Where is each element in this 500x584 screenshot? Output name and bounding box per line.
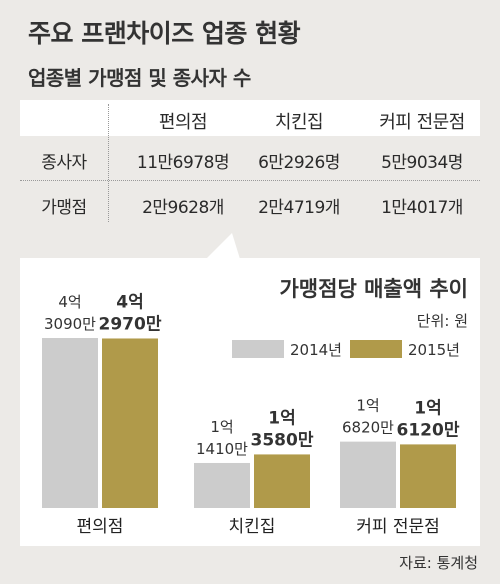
table-cell: 6만2926명 [258, 153, 340, 173]
bar-2015년-치킨집 [254, 454, 310, 508]
bar-2014년-치킨집 [194, 462, 250, 508]
table-divider-horizontal [20, 180, 480, 181]
column-header-chicken: 치킨집 [274, 112, 324, 133]
bar-2015년-커피 전문점 [400, 444, 456, 508]
data-label: 2970만 [99, 314, 162, 334]
legend-label-2014년: 2014년 [290, 341, 342, 359]
bar-2014년-편의점 [42, 338, 98, 508]
table-cell: 1만4017개 [381, 198, 463, 218]
page-title: 주요 프랜차이즈 업종 현황 [28, 19, 301, 48]
chart-panel: 가맹점당 매출액 추이 단위: 원 2014년 2015년 4억 3090만 4억 2970만… [20, 258, 480, 546]
data-label: 4억 [116, 292, 143, 312]
stats-table: 편의점 치킨집 커피 전문점 종사자 11만6978명 6만2926명 5만90… [20, 100, 480, 225]
data-label: 4억 [58, 293, 81, 311]
data-label: 3090만 [44, 315, 96, 333]
category-label: 편의점 [77, 517, 124, 537]
column-header-coffee: 커피 전문점 [379, 112, 465, 133]
data-label: 1410만 [196, 440, 248, 458]
table-divider-vertical [108, 104, 109, 222]
legend-label-2015년: 2015년 [408, 341, 460, 359]
legend-swatch-2015년 [350, 340, 402, 358]
chart-title: 가맹점당 매출액 추이 [279, 277, 468, 301]
category-label: 치킨집 [229, 517, 276, 537]
data-label: 1억 [414, 398, 441, 418]
row-label-employees: 종사자 [41, 153, 87, 173]
data-label: 6820만 [342, 419, 394, 437]
bar-2015년-편의점 [102, 338, 158, 508]
table-header-band [20, 100, 480, 136]
table-cell: 5만9034명 [381, 153, 463, 173]
data-label: 3580만 [251, 430, 314, 450]
data-label: 1억 [210, 418, 233, 436]
column-header-convenience: 편의점 [158, 112, 208, 133]
source-note: 자료: 통계청 [399, 554, 478, 572]
callout-pointer [206, 233, 240, 259]
table-cell: 2만9628개 [142, 198, 224, 218]
table-cell: 11만6978명 [136, 153, 230, 173]
data-label: 6120만 [397, 420, 460, 440]
unit-label: 단위: 원 [417, 312, 468, 330]
row-label-stores: 가맹점 [41, 198, 87, 218]
bar-2014년-커피 전문점 [340, 441, 396, 508]
legend-swatch-2014년 [232, 340, 284, 358]
data-label: 1억 [356, 397, 379, 415]
data-label: 1억 [268, 408, 295, 428]
category-label: 커피 전문점 [356, 517, 440, 537]
table-cell: 2만4719개 [258, 198, 340, 218]
table-title: 업종별 가맹점 및 종사자 수 [28, 66, 251, 90]
